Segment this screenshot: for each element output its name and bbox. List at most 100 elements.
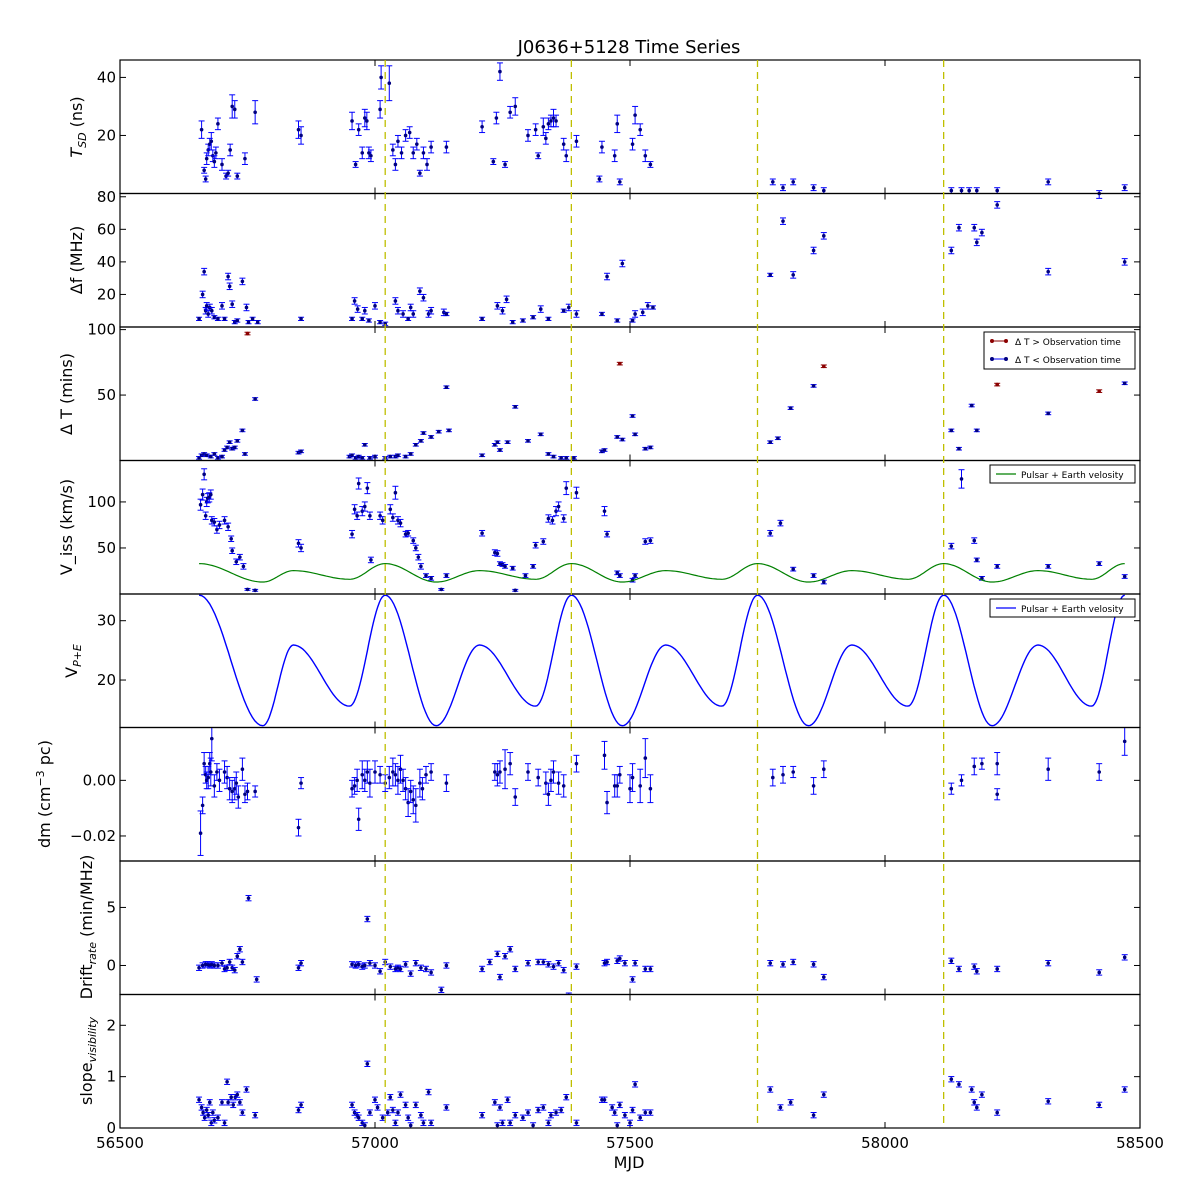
viss-point: [397, 518, 404, 528]
slope-point: [364, 1060, 371, 1067]
drift-point: [199, 962, 206, 969]
drift-point: [349, 961, 356, 968]
slope-point: [389, 1106, 396, 1114]
viss-point: [948, 542, 955, 550]
viss-point: [201, 468, 208, 481]
dm-point: [392, 763, 399, 787]
viss-point: [423, 573, 429, 578]
df-point: [820, 232, 827, 240]
tsd-point: [637, 123, 644, 136]
tsd-point: [424, 158, 431, 171]
tsd-point: [545, 117, 552, 131]
tsd-point: [598, 140, 605, 154]
dm-point: [407, 779, 414, 804]
slope-point: [547, 1111, 554, 1119]
df-point: [351, 297, 358, 305]
slope-point: [955, 1081, 962, 1088]
drift-point: [948, 957, 955, 965]
viss-point: [355, 477, 362, 490]
drift-point: [412, 959, 419, 967]
drift-point: [352, 962, 359, 969]
slope-point: [545, 1119, 552, 1127]
slope-point: [392, 1119, 399, 1127]
dt-point: [619, 437, 626, 442]
legend-dt: Δ T > Observation time Δ T < Observation…: [983, 331, 1136, 370]
df-point: [361, 306, 368, 315]
drift-point: [642, 965, 649, 973]
vpe-ytick-label: 20: [97, 671, 116, 689]
tsd-point: [202, 175, 209, 183]
viss-point: [228, 535, 235, 543]
dm-point: [235, 785, 242, 809]
drift-point: [535, 958, 542, 966]
tsd-point: [416, 169, 423, 177]
dm-point: [994, 788, 1001, 801]
slope-point: [428, 1119, 435, 1127]
xtick-label: 58000: [861, 1134, 909, 1152]
drift-point: [647, 965, 654, 973]
tsd-point: [386, 65, 393, 102]
drift-point: [507, 946, 514, 953]
df-point: [405, 316, 412, 321]
viss-point: [412, 544, 419, 552]
dm-point: [239, 757, 246, 781]
dt-ytick-label: 100: [87, 321, 116, 339]
df-point: [211, 315, 218, 320]
viss-point: [530, 564, 537, 569]
slope-point: [978, 1091, 985, 1098]
tsd-point: [512, 97, 519, 116]
df-point: [509, 319, 516, 325]
drift-ytick-label: 0: [106, 956, 116, 974]
viss-point: [367, 556, 374, 564]
viss-point: [354, 511, 361, 520]
dt-point: [525, 439, 531, 443]
tsd-point: [948, 187, 955, 194]
tsd-point: [359, 146, 366, 160]
viss-point: [428, 576, 435, 581]
slope-point: [417, 1111, 424, 1119]
slope-point: [349, 1101, 356, 1109]
dm-point: [354, 768, 361, 792]
tsd-point: [563, 149, 570, 163]
tsd-data: [198, 62, 1128, 194]
dt-point: [226, 440, 233, 444]
drift-point: [236, 946, 243, 953]
dt-point: [787, 406, 794, 410]
df-point: [994, 201, 1001, 209]
df-point: [420, 293, 427, 302]
ylabel-dm: dm (cm−3 pc): [34, 740, 54, 848]
viss-point: [647, 537, 654, 544]
slope-point: [507, 1119, 514, 1127]
slope-point: [372, 1096, 378, 1103]
df-point: [1045, 267, 1052, 276]
slope-point: [535, 1106, 542, 1114]
overlay: 56500 57000 57500 58000 58500: [96, 60, 1164, 1152]
tsd-point: [367, 149, 374, 163]
drift-point: [820, 973, 827, 981]
dm-point: [780, 765, 786, 784]
dm-point: [502, 749, 509, 790]
slope-point: [221, 1119, 228, 1127]
slope-point: [973, 1104, 980, 1111]
df-point: [394, 306, 401, 315]
dm-point: [416, 768, 423, 798]
slope-point: [496, 1104, 503, 1111]
dt-point: [545, 452, 552, 456]
viss-point: [971, 537, 978, 544]
dm-point: [769, 768, 776, 787]
tsd-point: [973, 187, 980, 194]
viss-point: [494, 550, 501, 557]
df-ytick-label: 80: [97, 188, 116, 206]
drift-point: [479, 965, 486, 973]
drift-point: [632, 959, 639, 967]
slope-point: [224, 1078, 231, 1085]
dt-point: [616, 361, 623, 366]
slope-point: [621, 1111, 628, 1119]
slope-point: [637, 1114, 644, 1121]
slope-point: [632, 1081, 639, 1088]
drift-point: [423, 965, 429, 973]
viss-point: [479, 529, 486, 537]
slope-point: [420, 1119, 427, 1127]
df-point: [604, 272, 611, 281]
df-point: [503, 295, 510, 304]
